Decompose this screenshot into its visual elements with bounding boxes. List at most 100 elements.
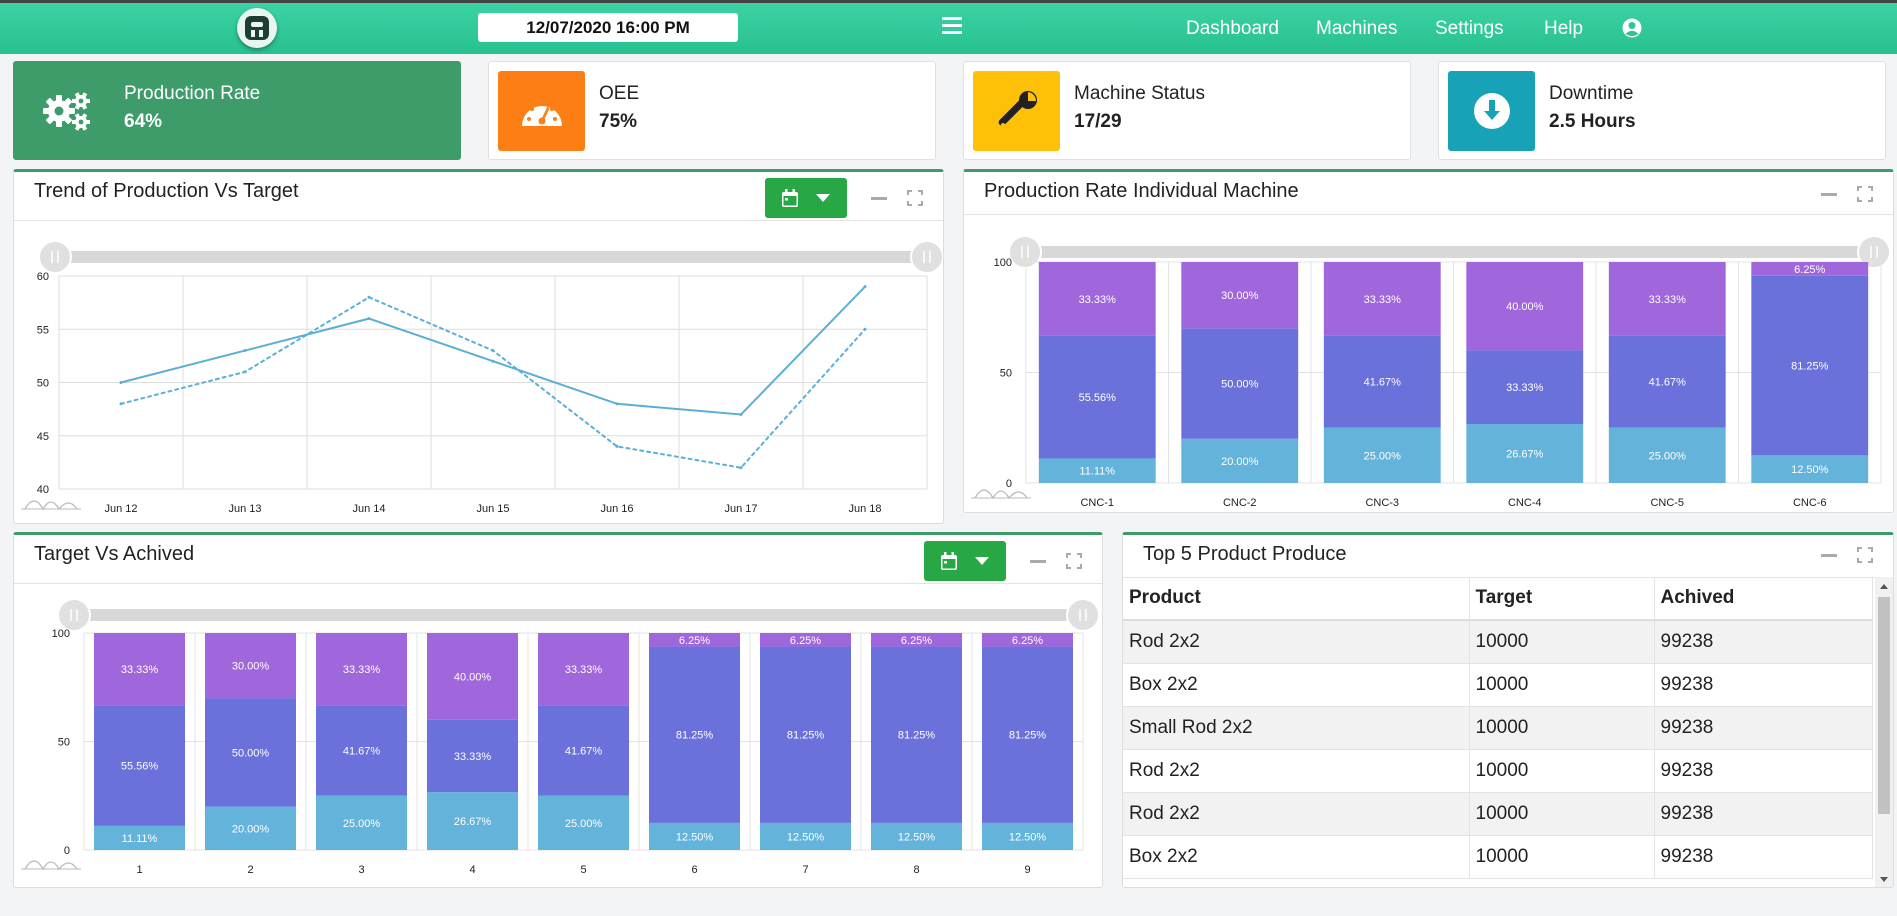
minus-icon — [1821, 553, 1837, 557]
y-tick-label: 50 — [1000, 368, 1012, 380]
bar-segment — [648, 646, 741, 823]
scroll-down-icon[interactable] — [1875, 873, 1893, 887]
range-slider-handle[interactable] — [38, 240, 72, 274]
data-label: 81.25% — [787, 730, 825, 742]
column-header-target[interactable]: Target — [1469, 577, 1655, 621]
data-label: 40.00% — [454, 671, 492, 683]
data-label: 12.50% — [1009, 831, 1047, 843]
expand-button[interactable] — [1847, 178, 1883, 210]
bar-segment — [315, 633, 408, 706]
expand-button[interactable] — [897, 182, 933, 214]
trend-line-chart: 40 45 50 55 60 Jun 12 Jun 13 Jun 14 Jun 15 Jun 16… — [21, 240, 943, 515]
logo-icon — [245, 16, 269, 40]
table-row[interactable]: Rod 2x2 10000 99238 — [1123, 749, 1873, 793]
cell-achived: 99238 — [1654, 792, 1873, 836]
kpi-label: Machine Status — [1074, 83, 1205, 104]
scrollbar-thumb[interactable] — [1878, 597, 1890, 814]
minimize-button[interactable] — [1811, 539, 1847, 571]
range-slider-handle[interactable] — [1008, 235, 1042, 269]
cell-target: 10000 — [1469, 663, 1655, 707]
date-filter-button[interactable] — [924, 541, 1006, 581]
scroll-up-icon[interactable] — [1875, 579, 1893, 593]
data-point — [119, 381, 123, 384]
data-label: 41.67% — [565, 746, 603, 758]
panel-title: Trend of Production Vs Target — [34, 180, 299, 202]
nav-settings[interactable]: Settings — [1435, 18, 1504, 39]
bar-segment — [1038, 458, 1156, 483]
wrench-icon — [973, 71, 1060, 151]
caret-down-icon — [816, 194, 830, 202]
bar-segment — [315, 705, 408, 796]
bar-segment — [870, 822, 963, 850]
y-tick-label: 100 — [994, 257, 1012, 269]
data-point — [739, 412, 743, 416]
data-label: 25.00% — [1364, 450, 1402, 462]
x-tick-label: CNC-2 — [1223, 497, 1257, 509]
expand-button[interactable] — [1056, 545, 1092, 577]
bar-segment — [981, 822, 1074, 850]
column-header-achived[interactable]: Achived — [1654, 577, 1873, 621]
bar-segment — [93, 825, 186, 850]
cell-product: Small Rod 2x2 — [1123, 706, 1470, 750]
navigator-preview-icon — [24, 500, 78, 511]
data-label: 6.25% — [1794, 264, 1825, 276]
panel-title: Target Vs Achived — [34, 543, 195, 565]
data-point — [739, 466, 743, 470]
kpi-value: 64% — [124, 111, 163, 132]
menu-toggle-icon[interactable] — [942, 17, 962, 37]
data-label: 40.00% — [1506, 301, 1544, 313]
minimize-button[interactable] — [1811, 178, 1847, 210]
minimize-button[interactable] — [1020, 545, 1056, 577]
data-point — [491, 349, 495, 353]
bar-segment — [204, 633, 297, 699]
x-tick-label: CNC-4 — [1508, 497, 1542, 509]
table-row[interactable]: Small Rod 2x2 10000 99238 — [1123, 706, 1873, 750]
cell-target: 10000 — [1469, 835, 1655, 879]
column-header-product[interactable]: Product — [1123, 577, 1470, 621]
bar-segment — [426, 719, 519, 793]
range-slider-handle[interactable] — [1066, 598, 1100, 632]
cell-product: Rod 2x2 — [1123, 620, 1470, 664]
nav-machines[interactable]: Machines — [1316, 18, 1398, 39]
data-point — [367, 317, 371, 321]
bar-segment — [537, 633, 630, 706]
app-logo[interactable] — [237, 8, 277, 48]
x-tick-label: CNC-3 — [1365, 497, 1399, 509]
range-slider-handle[interactable] — [1857, 235, 1891, 269]
data-point — [615, 402, 619, 406]
nav-help[interactable]: Help — [1544, 18, 1584, 39]
bar-segment — [426, 792, 519, 850]
y-tick-label: 50 — [58, 737, 70, 749]
expand-icon — [1066, 553, 1082, 569]
data-point — [615, 444, 619, 448]
kpi-label: Downtime — [1549, 83, 1634, 104]
caret-down-icon — [975, 557, 989, 565]
user-account-icon[interactable] — [1622, 18, 1642, 38]
data-label: 30.00% — [1221, 290, 1259, 302]
table-header-row: Product Target Achived — [1123, 577, 1873, 621]
x-tick-label: Jun 13 — [228, 503, 261, 515]
range-slider-handle[interactable] — [57, 598, 91, 632]
y-tick-label: 60 — [37, 271, 49, 283]
bar-segment — [537, 705, 630, 796]
x-tick-label: Jun 17 — [724, 503, 757, 515]
data-label: 50.00% — [1221, 379, 1259, 391]
table-row[interactable]: Box 2x2 10000 99238 — [1123, 835, 1873, 879]
range-slider-handle[interactable] — [910, 240, 943, 274]
table-row[interactable]: Rod 2x2 10000 99238 — [1123, 620, 1873, 664]
table-row[interactable]: Rod 2x2 10000 99238 — [1123, 792, 1873, 836]
table-row[interactable]: Box 2x2 10000 99238 — [1123, 663, 1873, 707]
bar-segment — [981, 633, 1074, 647]
expand-button[interactable] — [1847, 539, 1883, 571]
bar-segment — [1038, 335, 1156, 459]
cell-target: 10000 — [1469, 620, 1655, 664]
bar-segment — [759, 646, 852, 823]
kpi-value: 2.5 Hours — [1549, 111, 1636, 132]
range-slider-track — [74, 609, 1083, 621]
minimize-button[interactable] — [861, 182, 897, 214]
y-tick-label: 100 — [52, 628, 70, 640]
nav-dashboard[interactable]: Dashboard — [1186, 18, 1279, 39]
bar-segment — [204, 698, 297, 807]
table-scrollbar[interactable] — [1875, 577, 1893, 887]
date-filter-button[interactable] — [765, 178, 847, 218]
